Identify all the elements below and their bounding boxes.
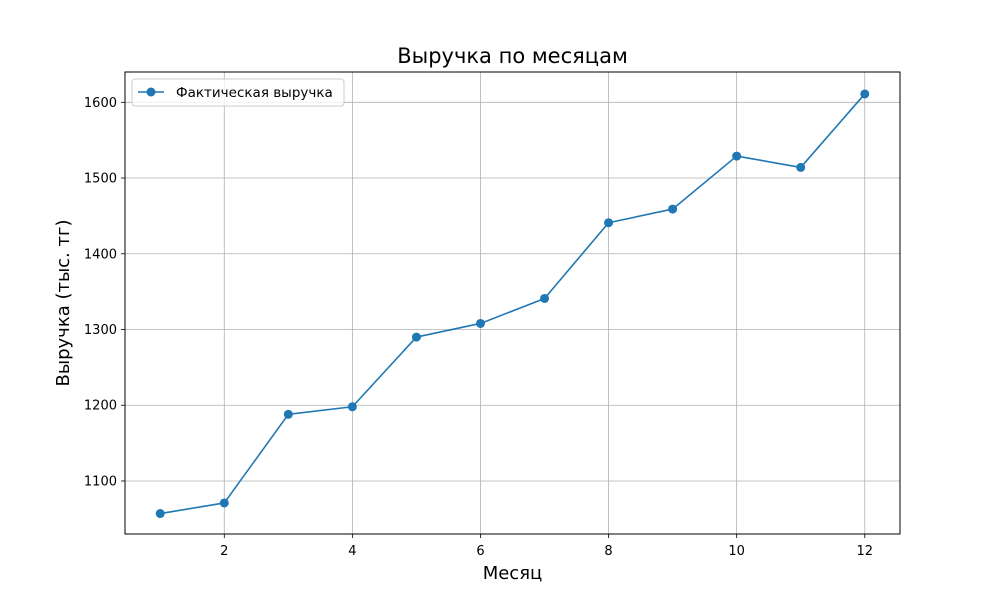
axis-ticks: 2 4 6 8 10 12 1100 1200 1300 1400 1500 1600 — [84, 96, 873, 559]
data-point — [732, 151, 742, 161]
x-tick-label: 6 — [476, 544, 484, 559]
x-tick-label: 8 — [604, 544, 612, 559]
chart-title: Выручка по месяцам — [397, 44, 628, 68]
series-line — [160, 93, 866, 515]
data-point — [796, 162, 806, 172]
y-tick-label: 1400 — [84, 247, 117, 262]
legend-label: Фактическая выручка — [176, 85, 333, 101]
data-point — [475, 318, 485, 328]
data-point — [411, 332, 421, 342]
data-point — [219, 498, 229, 508]
legend: Фактическая выручка — [131, 78, 345, 107]
data-point — [540, 293, 550, 303]
series-layer — [155, 89, 870, 519]
plot-area-frame — [124, 71, 901, 535]
y-tick-label: 1200 — [84, 399, 117, 414]
legend-series-marker — [146, 87, 156, 97]
data-point — [283, 409, 293, 419]
x-tick-label: 12 — [856, 544, 873, 559]
data-point — [347, 402, 357, 412]
y-tick-label: 1500 — [84, 172, 117, 187]
grid — [125, 72, 900, 534]
y-tick-label: 1100 — [84, 474, 117, 489]
x-tick-label: 10 — [728, 544, 745, 559]
data-point — [860, 89, 870, 99]
data-point — [155, 509, 165, 519]
legend-box — [131, 78, 345, 107]
y-tick-label: 1600 — [84, 96, 117, 111]
x-axis-title: Месяц — [483, 563, 543, 584]
y-axis-title: Выручка (тыс. тг) — [53, 220, 74, 387]
data-point — [604, 218, 614, 228]
data-point — [668, 204, 678, 214]
x-tick-label: 4 — [348, 544, 356, 559]
x-tick-label: 2 — [220, 544, 228, 559]
y-tick-label: 1300 — [84, 323, 117, 338]
